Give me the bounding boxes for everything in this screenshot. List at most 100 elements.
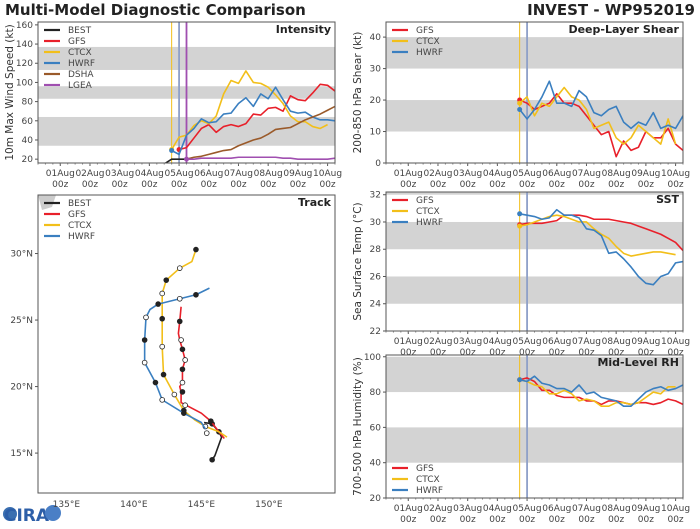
initial-point-marker [517, 100, 523, 106]
logo-globe [3, 507, 17, 521]
initial-point-marker [184, 156, 189, 162]
y-tick-label: 24 [370, 300, 382, 310]
logo-text: CIRA [4, 506, 50, 525]
legend-label: CTCX [68, 221, 92, 231]
track-position-marker [208, 418, 214, 424]
y-tick-label: 160 [16, 21, 33, 31]
x-tick-label: 02Aug 00z [423, 504, 452, 525]
y-tick-label: 20 [370, 96, 382, 106]
legend-label: HWRF [416, 218, 443, 228]
y-tick-label: 100 [364, 353, 381, 363]
x-tick-label: 07Aug 00z [572, 337, 601, 358]
y-tick-label: 20°N [10, 383, 33, 393]
y-tick-label: 30°N [10, 250, 33, 260]
shaded-band [386, 427, 683, 463]
x-tick-label: 03Aug 00z [453, 337, 482, 358]
y-tick-label: 10 [370, 128, 382, 138]
x-tick-label: 150°E [255, 500, 283, 510]
x-tick-label: 05Aug 00z [513, 337, 542, 358]
track-position-marker [182, 402, 188, 408]
y-tick-label: 40 [370, 459, 382, 469]
x-tick-label: 09Aug 00z [631, 169, 660, 190]
shaded-band [386, 37, 683, 69]
track-position-marker [159, 290, 166, 297]
track-position-marker [141, 337, 148, 343]
sst-plot-area [386, 192, 683, 331]
legend-label: BEST [68, 199, 92, 209]
y-tick-label: 100 [16, 78, 33, 88]
y-tick-label: 25°N [10, 316, 33, 326]
rh-title: Mid-Level RH [597, 356, 679, 369]
track-title: Track [298, 196, 332, 209]
track-position-marker [152, 379, 159, 386]
track-position-marker [159, 397, 166, 403]
y-tick-label: 30 [370, 65, 382, 75]
series-line-hwrf [143, 287, 210, 430]
x-tick-label: 10Aug 00z [313, 169, 342, 190]
x-tick-label: 10Aug 00z [661, 504, 690, 525]
x-tick-label: 05Aug 00z [513, 504, 542, 525]
x-tick-label: 135°E [53, 500, 81, 510]
shear-y-axis-label: 200-850 hPa Shear (kt) [352, 32, 364, 154]
x-tick-label: 01Aug 00z [394, 504, 423, 525]
y-tick-label: 26 [370, 272, 382, 282]
track-position-marker [179, 389, 186, 395]
series-line-ctcx [519, 86, 677, 145]
y-tick-label: 28 [370, 245, 382, 255]
x-tick-label: 06Aug 00z [542, 169, 571, 190]
track-position-marker [178, 337, 184, 343]
y-tick-label: 40 [370, 33, 382, 43]
x-tick-label: 10Aug 00z [661, 337, 690, 358]
track-position-marker [179, 346, 186, 353]
initial-point-marker [517, 211, 523, 217]
legend-label: GFS [416, 26, 434, 36]
track-position-marker [176, 265, 183, 271]
track-position-marker [160, 371, 167, 378]
x-tick-label: 02Aug 00z [423, 169, 452, 190]
legend-label: GFS [68, 210, 86, 220]
series-line-gfs [178, 83, 335, 151]
track-position-marker [141, 359, 148, 366]
x-tick-label: 03Aug 00z [453, 504, 482, 525]
track-position-marker [143, 314, 149, 321]
y-tick-label: 40 [22, 136, 34, 146]
x-tick-label: 09Aug 00z [631, 337, 660, 358]
x-tick-label: 08Aug 00z [602, 337, 631, 358]
x-tick-label: 08Aug 00z [254, 169, 283, 190]
y-tick-label: 140 [16, 40, 33, 50]
y-tick-label: 60 [22, 117, 34, 127]
legend-label: CTCX [68, 48, 92, 58]
initial-point-marker [169, 148, 175, 154]
x-tick-label: 03Aug 00z [105, 169, 134, 190]
x-tick-label: 06Aug 00z [194, 169, 223, 190]
rh-y-axis-label: 700-500 hPa Humidity (%) [352, 357, 364, 496]
x-tick-label: 07Aug 00z [572, 169, 601, 190]
legend-label: HWRF [68, 59, 95, 69]
track-plot-area [38, 195, 228, 463]
legend-label: GFS [416, 464, 434, 474]
legend-label: HWRF [68, 232, 95, 242]
x-tick-label: 145°E [188, 500, 216, 510]
series-line-gfs [177, 306, 225, 439]
track-position-marker [203, 430, 210, 436]
x-tick-label: 140°E [120, 500, 148, 510]
series-line-hwrf [519, 375, 683, 407]
y-tick-label: 15°N [10, 449, 33, 459]
track-position-marker [182, 357, 188, 363]
x-tick-label: 06Aug 00z [542, 504, 571, 525]
track-position-marker [193, 291, 199, 298]
x-tick-label: 09Aug 00z [283, 169, 312, 190]
legend-label: GFS [68, 37, 86, 47]
initial-point-marker [517, 377, 523, 383]
y-tick-label: 120 [16, 59, 33, 69]
legend-label: DSHA [68, 70, 94, 80]
x-tick-label: 02Aug 00z [75, 169, 104, 190]
legend-label: GFS [416, 196, 434, 206]
track-position-marker [176, 318, 183, 325]
x-tick-label: 02Aug 00z [423, 337, 452, 358]
logo-wave-icon [45, 505, 61, 521]
